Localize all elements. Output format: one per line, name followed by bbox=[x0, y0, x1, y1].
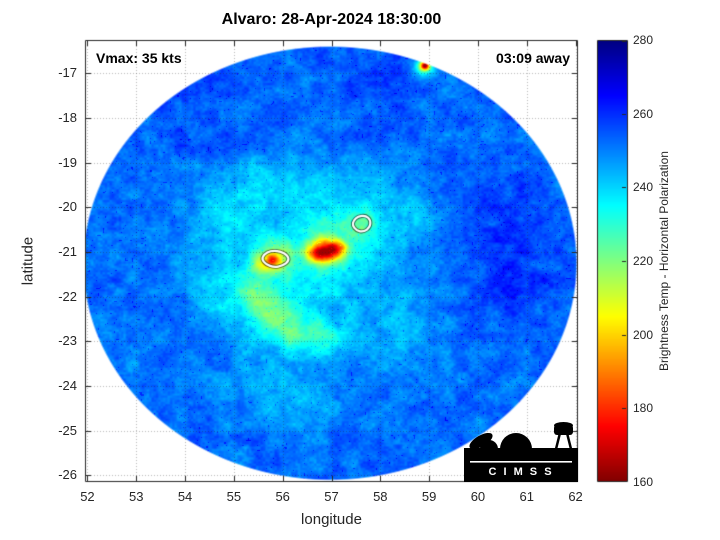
colorbar-tick-label: 200 bbox=[633, 327, 654, 342]
x-tick-label: 58 bbox=[373, 489, 388, 504]
x-tick-label: 55 bbox=[226, 489, 242, 504]
y-tick-label: -21 bbox=[58, 244, 77, 260]
x-tick-label: 60 bbox=[470, 489, 486, 504]
x-tick-label: 54 bbox=[177, 489, 193, 504]
x-tick-label: 59 bbox=[421, 489, 437, 504]
y-tick-label: -26 bbox=[58, 467, 77, 483]
colorbar-tick-label: 240 bbox=[633, 180, 654, 195]
x-tick-label: 53 bbox=[129, 489, 144, 504]
y-tick-label: -22 bbox=[58, 288, 77, 304]
cimss-logo: C I M S S bbox=[464, 422, 578, 482]
logo-divider-line bbox=[470, 461, 572, 463]
x-tick-label: 57 bbox=[324, 489, 339, 504]
y-tick-label: -23 bbox=[58, 333, 77, 349]
colorbar-tick-label: 180 bbox=[633, 401, 654, 416]
observatory-dome-icon bbox=[500, 433, 532, 449]
y-tick-label: -20 bbox=[58, 199, 77, 215]
x-tick-label: 61 bbox=[519, 489, 534, 504]
x-tick-label: 56 bbox=[275, 489, 290, 504]
colorbar-tick-label: 160 bbox=[633, 475, 654, 489]
plot-title: Alvaro: 28-Apr-2024 18:30:00 bbox=[221, 11, 442, 28]
y-tick-label: -25 bbox=[58, 422, 77, 438]
x-axis-label: longitude bbox=[301, 511, 362, 528]
y-tick-label: -17 bbox=[58, 65, 77, 81]
x-tick-label: 62 bbox=[568, 489, 583, 504]
time-away-annotation: 03:09 away bbox=[496, 50, 570, 66]
colorbar-tick-label: 280 bbox=[633, 33, 654, 47]
satellite-dish-icon bbox=[469, 432, 493, 450]
colorbar-label: Brightness Temp - Horizontal Polarizatio… bbox=[657, 151, 671, 371]
y-tick-label: -18 bbox=[58, 110, 77, 126]
water-tower-icon bbox=[554, 422, 573, 450]
vmax-annotation: Vmax: 35 kts bbox=[96, 50, 182, 66]
cimss-logo-text: C I M S S bbox=[488, 466, 553, 478]
cimss-logo-silhouette bbox=[464, 422, 578, 482]
colorbar-tick-label: 220 bbox=[633, 254, 654, 268]
y-tick-label: -24 bbox=[58, 378, 77, 393]
y-tick-label: -19 bbox=[58, 154, 77, 170]
colorbar-tick-label: 260 bbox=[633, 106, 654, 121]
x-tick-label: 52 bbox=[80, 489, 95, 504]
y-axis-label: latitude bbox=[19, 236, 37, 286]
